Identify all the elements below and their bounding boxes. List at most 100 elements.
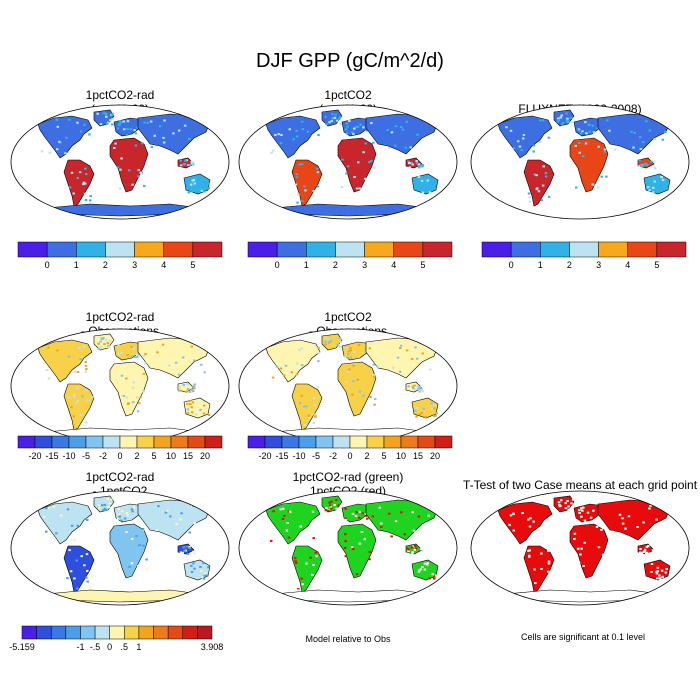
- colorbar-box: [315, 435, 334, 449]
- grid-cell: [331, 113, 334, 116]
- grid-cell: [665, 182, 668, 185]
- grid-cell: [324, 509, 328, 512]
- grid-cell: [130, 345, 133, 348]
- grid-cell: [509, 514, 513, 517]
- grid-cell: [577, 561, 581, 564]
- grid-cell: [103, 343, 106, 346]
- grid-cell: [312, 564, 315, 567]
- grid-cell: [658, 574, 661, 577]
- grid-cell: [657, 177, 661, 180]
- grid-cell: [56, 349, 59, 352]
- grid-cell: [528, 525, 532, 528]
- grid-cell: [191, 401, 195, 404]
- grid-cell: [292, 138, 296, 141]
- grid-cell: [97, 347, 101, 350]
- grid-cell: [70, 539, 73, 542]
- grid-cell: [345, 122, 349, 125]
- grid-cell: [624, 527, 627, 530]
- grid-cell: [86, 399, 90, 402]
- grid-cell: [433, 404, 436, 407]
- grid-cell: [608, 129, 611, 132]
- grid-cell: [654, 183, 657, 186]
- grid-cell: [414, 409, 417, 412]
- panel-8-note: Cells are significant at 0.1 level: [520, 632, 646, 642]
- grid-cell: [621, 517, 624, 520]
- grid-cell: [362, 126, 365, 129]
- grid-cell: [344, 518, 348, 521]
- grid-cell: [177, 373, 181, 376]
- grid-cell: [357, 344, 361, 347]
- grid-cell: [424, 415, 427, 418]
- grid-cell: [527, 192, 531, 195]
- grid-cell: [421, 165, 424, 168]
- grid-cell: [179, 164, 183, 167]
- grid-cell: [661, 138, 665, 141]
- grid-cell: [83, 123, 86, 126]
- land-australia: [411, 173, 439, 195]
- grid-cell: [522, 134, 526, 137]
- grid-cell: [660, 569, 664, 572]
- grid-cell: [600, 175, 604, 178]
- grid-cell: [645, 120, 648, 123]
- grid-cell: [162, 141, 166, 144]
- grid-cell: [561, 121, 565, 124]
- colorbar-box: [138, 625, 154, 640]
- grid-cell: [410, 161, 413, 164]
- grid-cell: [330, 507, 333, 510]
- grid-cell: [47, 507, 50, 510]
- grid-cell: [566, 120, 570, 123]
- grid-cell: [84, 360, 87, 363]
- grid-cell: [108, 502, 112, 505]
- colorbar-box: [422, 241, 453, 258]
- grid-cell: [351, 131, 354, 134]
- grid-cell: [351, 393, 354, 396]
- grid-cell: [585, 132, 588, 135]
- grid-cell: [100, 504, 104, 507]
- colorbar-box: [264, 435, 283, 449]
- grid-cell: [172, 132, 175, 135]
- grid-cell: [505, 126, 508, 129]
- grid-cell: [55, 118, 59, 121]
- grid-cell: [296, 586, 300, 589]
- grid-cell: [424, 118, 427, 121]
- grid-cell: [583, 541, 587, 544]
- grid-cell: [107, 345, 111, 348]
- grid-cell: [287, 510, 291, 513]
- colorbar-tick-label: -20: [258, 451, 271, 461]
- grid-cell: [135, 396, 139, 399]
- grid-cell: [372, 375, 376, 378]
- grid-cell: [66, 508, 70, 511]
- grid-cell: [76, 121, 79, 124]
- grid-cell: [80, 555, 83, 558]
- colorbar-box: [306, 241, 336, 258]
- grid-cell: [79, 358, 82, 361]
- grid-cell: [83, 192, 87, 195]
- grid-cell: [345, 132, 349, 135]
- colorbar-tick-label: 2: [134, 451, 139, 461]
- colorbar-2: 0 1 2 3 4 5: [247, 241, 453, 270]
- land-antarctica: [45, 203, 201, 217]
- grid-cell: [187, 164, 190, 167]
- grid-cell: [335, 119, 339, 122]
- colorbar-box: [94, 625, 110, 640]
- grid-cell: [174, 361, 178, 364]
- grid-cell: [426, 562, 429, 565]
- grid-cell: [125, 396, 128, 399]
- grid-cell: [135, 534, 138, 537]
- grid-cell: [433, 183, 436, 186]
- grid-cell: [560, 499, 563, 502]
- grid-cell: [165, 509, 169, 512]
- grid-cell: [300, 120, 304, 123]
- grid-cell: [84, 167, 87, 170]
- grid-cell: [314, 551, 318, 554]
- grid-cell: [300, 200, 304, 203]
- grid-cell: [540, 199, 544, 202]
- grid-cell: [541, 532, 544, 535]
- colorbar-3: 0 1 2 3 4 5: [481, 241, 687, 270]
- grid-cell: [605, 119, 609, 122]
- grid-cell: [535, 187, 539, 190]
- grid-cell: [651, 186, 655, 189]
- grid-cell: [533, 568, 536, 571]
- grid-cell: [182, 546, 186, 549]
- grid-cell: [324, 343, 327, 346]
